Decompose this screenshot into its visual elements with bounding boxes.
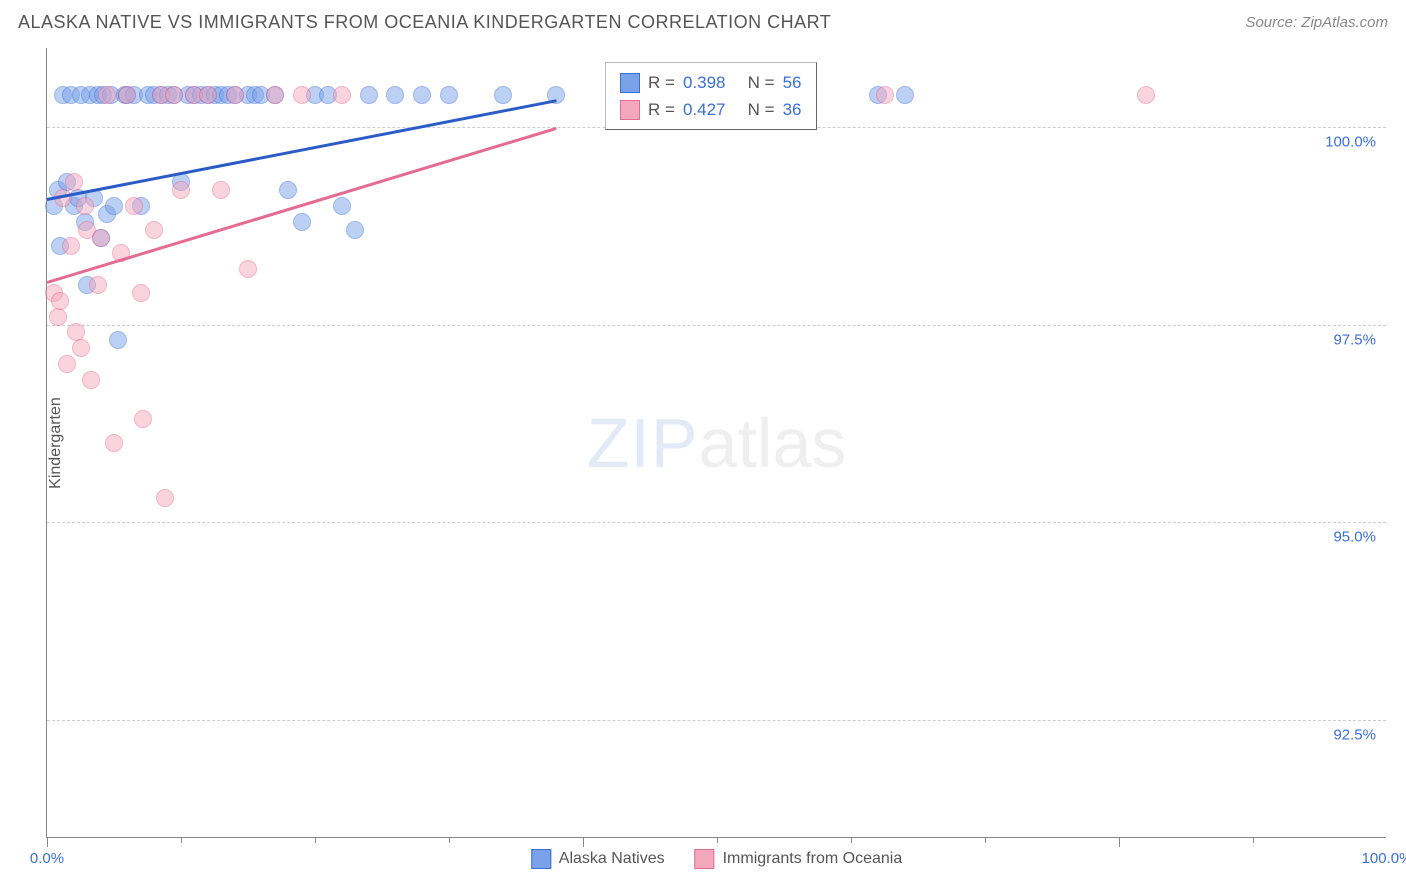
data-point-alaska <box>333 197 351 215</box>
series-legend-item-oceania: Immigrants from Oceania <box>695 849 903 869</box>
x-tick <box>315 837 316 843</box>
gridline-h <box>47 325 1386 326</box>
data-point-oceania <box>76 197 94 215</box>
data-point-oceania <box>199 86 217 104</box>
legend-swatch-icon <box>620 73 640 93</box>
data-point-alaska <box>105 197 123 215</box>
data-point-oceania <box>226 86 244 104</box>
data-point-alaska <box>413 86 431 104</box>
watermark: ZIPatlas <box>587 403 847 483</box>
data-point-oceania <box>293 86 311 104</box>
legend-r-label: R = <box>648 69 675 96</box>
data-point-alaska <box>346 221 364 239</box>
x-tick <box>851 837 852 843</box>
data-point-oceania <box>132 284 150 302</box>
data-point-alaska <box>109 331 127 349</box>
x-tick <box>1253 837 1254 843</box>
legend-r-value: 0.427 <box>683 96 726 123</box>
data-point-oceania <box>72 339 90 357</box>
data-point-oceania <box>1137 86 1155 104</box>
data-point-oceania <box>92 229 110 247</box>
chart-source: Source: ZipAtlas.com <box>1245 14 1388 31</box>
y-tick-label: 92.5% <box>1333 726 1376 743</box>
data-point-oceania <box>82 371 100 389</box>
gridline-h <box>47 522 1386 523</box>
data-point-oceania <box>876 86 894 104</box>
y-tick-label: 95.0% <box>1333 529 1376 546</box>
data-point-alaska <box>386 86 404 104</box>
data-point-oceania <box>165 86 183 104</box>
y-tick-label: 100.0% <box>1325 134 1376 151</box>
data-point-alaska <box>293 213 311 231</box>
data-point-oceania <box>239 260 257 278</box>
data-point-oceania <box>145 221 163 239</box>
x-tick <box>181 837 182 843</box>
data-point-oceania <box>266 86 284 104</box>
data-point-oceania <box>172 181 190 199</box>
data-point-oceania <box>51 292 69 310</box>
legend-n-value: 56 <box>783 69 802 96</box>
legend-swatch-icon <box>620 100 640 120</box>
x-tick-label: 100.0% <box>1362 850 1406 867</box>
data-point-oceania <box>156 489 174 507</box>
data-point-alaska <box>440 86 458 104</box>
gridline-h <box>47 720 1386 721</box>
data-point-oceania <box>333 86 351 104</box>
x-tick <box>985 837 986 843</box>
chart-container: Kindergarten ZIPatlas 100.0%97.5%95.0%92… <box>46 48 1386 838</box>
plot-area: ZIPatlas 100.0%97.5%95.0%92.5%0.0%100.0%… <box>46 48 1386 838</box>
data-point-oceania <box>65 173 83 191</box>
x-tick-label: 0.0% <box>30 850 64 867</box>
data-point-oceania <box>49 308 67 326</box>
x-tick <box>449 837 450 843</box>
data-point-oceania <box>125 197 143 215</box>
series-legend: Alaska Natives Immigrants from Oceania <box>531 849 902 869</box>
data-point-oceania <box>105 434 123 452</box>
data-point-oceania <box>89 276 107 294</box>
watermark-zip: ZIP <box>587 404 699 482</box>
chart-title: ALASKA NATIVE VS IMMIGRANTS FROM OCEANIA… <box>18 12 831 33</box>
series-label: Immigrants from Oceania <box>723 850 903 868</box>
series-label: Alaska Natives <box>559 850 665 868</box>
x-tick <box>1119 837 1120 847</box>
data-point-alaska <box>896 86 914 104</box>
data-point-oceania <box>118 86 136 104</box>
x-tick <box>583 837 584 847</box>
data-point-oceania <box>62 237 80 255</box>
y-tick-label: 97.5% <box>1333 331 1376 348</box>
legend-row-oceania: R = 0.427 N = 36 <box>620 96 802 123</box>
data-point-alaska <box>494 86 512 104</box>
data-point-oceania <box>58 355 76 373</box>
watermark-atlas: atlas <box>699 404 847 482</box>
x-tick <box>717 837 718 843</box>
data-point-oceania <box>98 86 116 104</box>
stats-legend: R = 0.398 N = 56R = 0.427 N = 36 <box>605 62 817 130</box>
legend-n-value: 36 <box>783 96 802 123</box>
x-tick <box>47 837 48 847</box>
data-point-oceania <box>212 181 230 199</box>
legend-n-label: N = <box>733 96 774 123</box>
data-point-oceania <box>134 410 152 428</box>
legend-n-label: N = <box>733 69 774 96</box>
series-swatch-icon <box>695 849 715 869</box>
data-point-alaska <box>360 86 378 104</box>
data-point-alaska <box>279 181 297 199</box>
legend-r-label: R = <box>648 96 675 123</box>
series-legend-item-alaska: Alaska Natives <box>531 849 665 869</box>
legend-r-value: 0.398 <box>683 69 726 96</box>
series-swatch-icon <box>531 849 551 869</box>
legend-row-alaska: R = 0.398 N = 56 <box>620 69 802 96</box>
